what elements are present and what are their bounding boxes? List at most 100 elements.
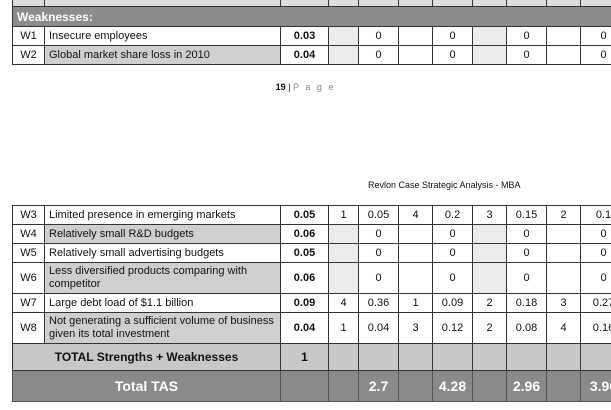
tas-cell: 0.09 [432, 293, 473, 313]
as-cell [328, 45, 359, 65]
as-cell [546, 262, 581, 294]
tas-cell: 0 [580, 45, 611, 65]
as-cell [472, 45, 507, 65]
tas-cell: 0.08 [506, 312, 547, 344]
as-cell [328, 224, 359, 244]
as-cell: 1 [328, 205, 359, 225]
as-cell [546, 45, 581, 65]
total-tas-row: Total TAS 2.7 4.28 2.96 3.96 [12, 370, 611, 402]
empty-cell [328, 370, 359, 402]
empty-cell [472, 343, 507, 371]
tas-cell: 0 [358, 243, 399, 263]
tas-cell: 0.04 [358, 312, 399, 344]
factor-id: W4 [12, 224, 45, 244]
as-cell: 3 [472, 205, 507, 225]
factor-text: Insecure employees [44, 26, 281, 46]
tas-cell: 0.15 [506, 205, 547, 225]
as-cell: 2 [472, 312, 507, 344]
empty-cell [358, 343, 399, 371]
as-cell [472, 243, 507, 263]
weight: 0.05 [280, 243, 329, 263]
as-cell [398, 262, 433, 294]
empty-cell [328, 343, 359, 371]
tas-cell: 0 [506, 243, 547, 263]
tas-cell: 0 [580, 224, 611, 244]
tas-cell: 0.1 [580, 205, 611, 225]
total-tas-label: Total TAS [12, 370, 281, 402]
as-cell [546, 243, 581, 263]
tas-cell: 0 [580, 243, 611, 263]
as-cell [546, 26, 581, 46]
tas-cell: 0.16 [580, 312, 611, 344]
empty-cell [546, 343, 581, 371]
tas-cell: 0 [358, 224, 399, 244]
section-header-row: Weaknesses: [12, 6, 611, 27]
tas-cell: 0.2 [432, 205, 473, 225]
tas-cell: 0 [432, 262, 473, 294]
weight: 0.05 [280, 205, 329, 225]
tas-cell: 0 [358, 45, 399, 65]
weight: 0.04 [280, 45, 329, 65]
factor-text: Relatively small advertising budgets [44, 243, 281, 263]
factor-id: W8 [12, 312, 45, 344]
as-cell: 4 [546, 312, 581, 344]
as-cell: 3 [546, 293, 581, 313]
weaknesses-table-top: Weaknesses: W1 Insecure employees 0.03 0… [12, 0, 611, 65]
total-tas-value: 4.28 [432, 370, 473, 402]
as-cell [398, 243, 433, 263]
as-cell [328, 243, 359, 263]
weight: 0.03 [280, 26, 329, 46]
tas-cell: 0 [506, 45, 547, 65]
tas-cell: 0 [580, 262, 611, 294]
page-number-footer: 19 | P a g e [0, 82, 611, 92]
as-cell [398, 224, 433, 244]
tas-cell: 0.36 [358, 293, 399, 313]
factor-text: Limited presence in emerging markets [44, 205, 281, 225]
tas-cell: 0 [432, 45, 473, 65]
table-row: W5 Relatively small advertising budgets … [12, 243, 611, 263]
as-cell [472, 224, 507, 244]
empty-cell [472, 370, 507, 402]
factor-text: Relatively small R&D budgets [44, 224, 281, 244]
section-header: Weaknesses: [12, 6, 611, 27]
factor-id: W5 [12, 243, 45, 263]
factor-text: Global market share loss in 2010 [44, 45, 281, 65]
table-row: W7 Large debt load of $1.1 billion 0.09 … [12, 293, 611, 313]
total-sw-value: 1 [280, 343, 329, 371]
total-tas-value: 3.96 [580, 370, 611, 402]
tas-cell: 0 [432, 224, 473, 244]
factor-id: W1 [12, 26, 45, 46]
table-row: W1 Insecure employees 0.03 0 0 0 0 [12, 26, 611, 46]
as-cell: 1 [328, 312, 359, 344]
table-row: W8 Not generating a sufficient volume of… [12, 312, 611, 344]
total-tas-value: 2.96 [506, 370, 547, 402]
weaknesses-table-bottom: W3 Limited presence in emerging markets … [12, 205, 611, 402]
as-cell [398, 45, 433, 65]
tas-cell: 0.27 [580, 293, 611, 313]
as-cell: 4 [328, 293, 359, 313]
tas-cell: 0 [358, 26, 399, 46]
as-cell [472, 26, 507, 46]
tas-cell: 0.18 [506, 293, 547, 313]
as-cell [546, 224, 581, 244]
empty-cell [546, 370, 581, 402]
page-word: P a g e [293, 82, 336, 92]
weight: 0.06 [280, 224, 329, 244]
factor-text: Less diversified products comparing with… [44, 262, 281, 294]
tas-cell: 0 [432, 26, 473, 46]
weight: 0.06 [280, 262, 329, 294]
as-cell: 1 [398, 293, 433, 313]
table-row: W6 Less diversified products comparing w… [12, 262, 611, 294]
tas-cell: 0 [506, 262, 547, 294]
table-row: W3 Limited presence in emerging markets … [12, 205, 611, 225]
empty-cell [398, 370, 433, 402]
empty-cell [580, 343, 611, 371]
empty-cell [506, 343, 547, 371]
factor-id: W3 [12, 205, 45, 225]
empty-cell [398, 343, 433, 371]
as-cell [328, 262, 359, 294]
tas-cell: 0.12 [432, 312, 473, 344]
tas-cell: 0 [506, 224, 547, 244]
tas-cell: 0.05 [358, 205, 399, 225]
weight: 0.04 [280, 312, 329, 344]
